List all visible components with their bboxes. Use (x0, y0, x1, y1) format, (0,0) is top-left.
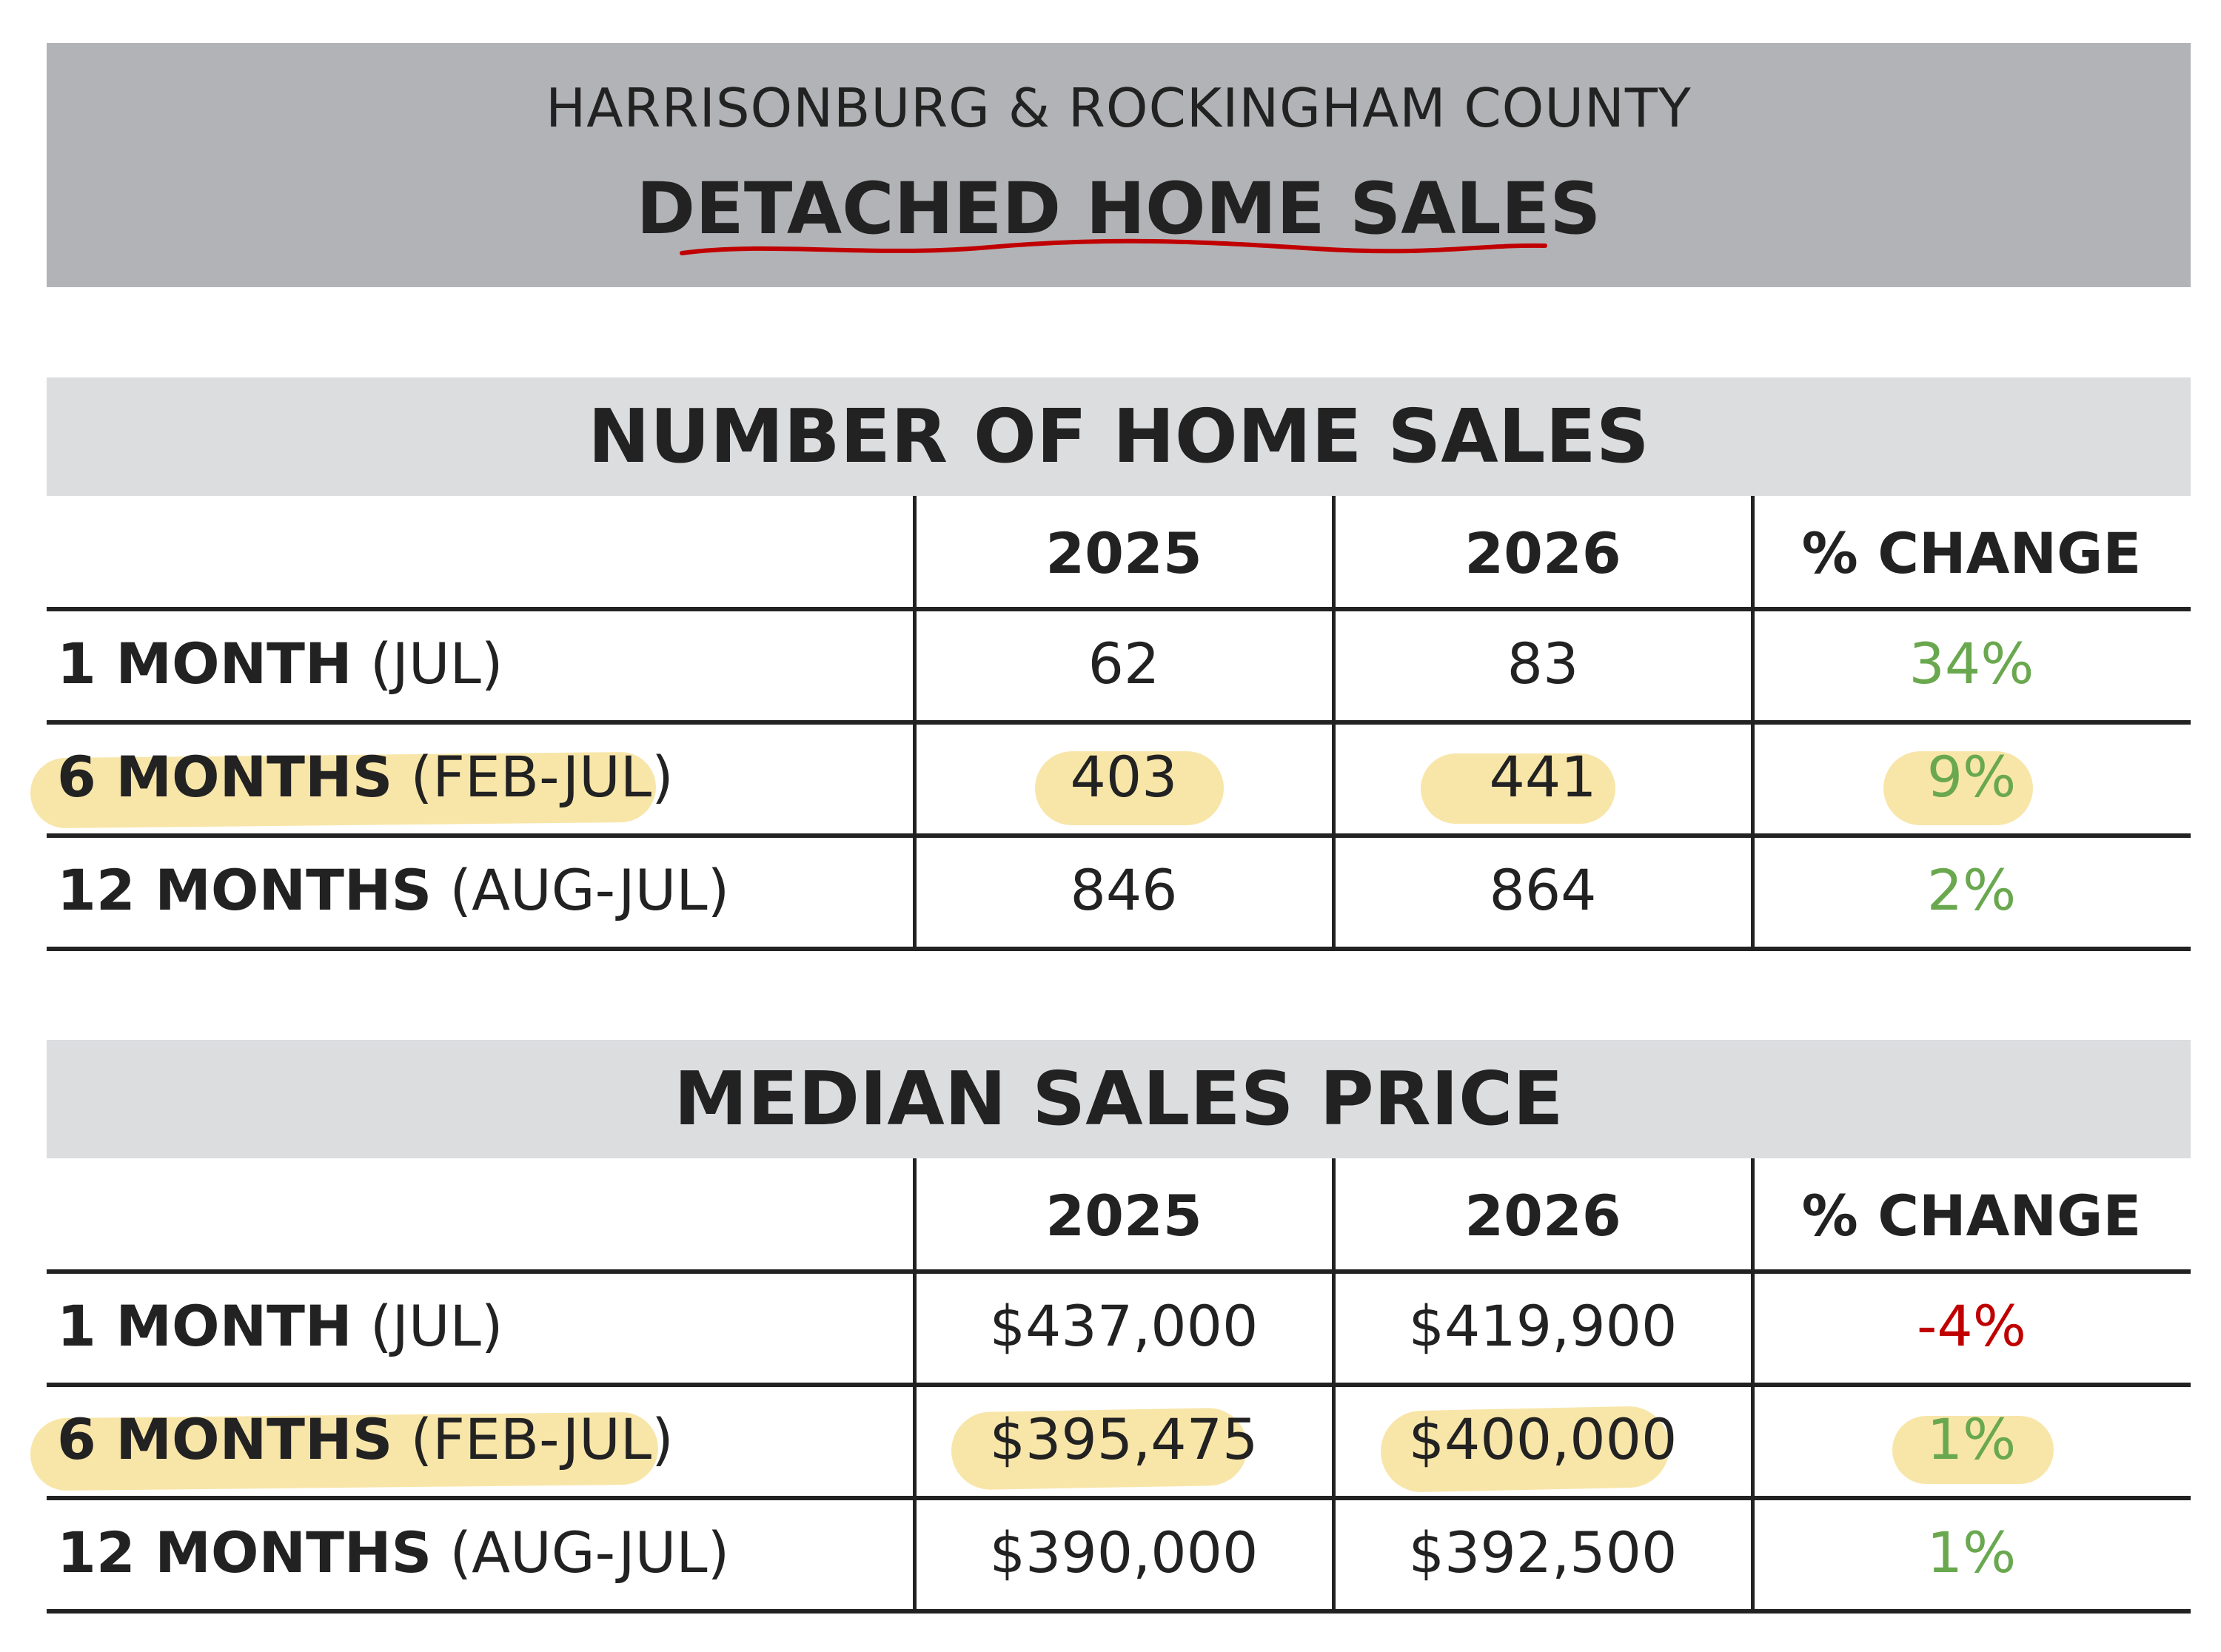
row-label: 12 MONTHS (AUG-JUL) (47, 1496, 914, 1609)
value-2025: 62 (914, 607, 1333, 720)
period-label: 1 MONTH (57, 1293, 352, 1359)
row-divider (47, 607, 2191, 611)
value-2026: $419,900 (1333, 1269, 1752, 1383)
value-2026: $392,500 (1333, 1496, 1752, 1609)
value-2025: 846 (914, 833, 1333, 947)
column-header-change: % CHANGE (1801, 1183, 2142, 1249)
value-2025: 403 (914, 720, 1333, 833)
percent-change: 1% (1752, 1383, 2191, 1496)
change-text: 2% (1926, 857, 2017, 923)
percent-change: 34% (1752, 607, 2191, 720)
change-text: 9% (1926, 744, 2017, 810)
table-title: NUMBER OF HOME SALES (47, 377, 2191, 496)
row-divider (47, 720, 2191, 725)
value-text: $395,475 (989, 1406, 1259, 1472)
column-divider (1332, 496, 1336, 949)
value-text: 441 (1489, 744, 1597, 810)
column-header-2025: 2025 (1045, 520, 1202, 586)
value-2026: 864 (1333, 833, 1752, 947)
row-label: 1 MONTH (JUL) (47, 1269, 914, 1383)
row-label: 6 MONTHS (FEB-JUL) (47, 720, 914, 833)
median-sales-price-table: MEDIAN SALES PRICE 2025 2026 % CHANGE 1 … (30, 1040, 2191, 1617)
percent-change: 9% (1752, 720, 2191, 833)
highlight-mark (1883, 751, 2033, 825)
red-underline (680, 238, 1547, 255)
period-label: 12 MONTHS (57, 857, 432, 923)
percent-change: -4% (1752, 1269, 2191, 1383)
range-label: (JUL) (369, 631, 503, 696)
change-text: 1% (1926, 1406, 2017, 1472)
value-text: 846 (1070, 857, 1178, 923)
value-text: $400,000 (1408, 1406, 1678, 1472)
value-2025: $437,000 (914, 1269, 1333, 1383)
period-label: 6 MONTHS (57, 744, 393, 810)
row-label: 1 MONTH (JUL) (47, 607, 914, 720)
value-text: 403 (1070, 744, 1178, 810)
header-title: DETACHED HOME SALES (636, 167, 1601, 250)
column-divider (913, 1158, 917, 1611)
range-label: (JUL) (369, 1293, 503, 1359)
column-divider (1332, 1158, 1336, 1611)
column-divider (913, 496, 917, 949)
value-2025: $395,475 (914, 1383, 1333, 1496)
number-of-home-sales-table: NUMBER OF HOME SALES 2025 2026 % CHANGE … (30, 377, 2191, 955)
report-header: HARRISONBURG & ROCKINGHAM COUNTY DETACHE… (47, 43, 2191, 287)
header-subtitle: HARRISONBURG & ROCKINGHAM COUNTY (546, 77, 1692, 139)
column-header-2026: 2026 (1464, 1183, 1621, 1249)
column-header-2025: 2025 (1045, 1183, 1202, 1249)
table-title: MEDIAN SALES PRICE (47, 1040, 2191, 1158)
value-text: $392,500 (1408, 1520, 1678, 1585)
change-text: 1% (1926, 1520, 2017, 1585)
row-label: 12 MONTHS (AUG-JUL) (47, 833, 914, 947)
value-2026: 83 (1333, 607, 1752, 720)
value-2025: $390,000 (914, 1496, 1333, 1609)
row-divider (47, 833, 2191, 838)
row-divider (47, 1383, 2191, 1387)
value-text: 62 (1088, 631, 1160, 696)
change-text: 34% (1909, 631, 2034, 696)
value-text: 83 (1507, 631, 1579, 696)
percent-change: 1% (1752, 1496, 2191, 1609)
value-2026: $400,000 (1333, 1383, 1752, 1496)
value-text: 864 (1489, 857, 1597, 923)
row-label: 6 MONTHS (FEB-JUL) (47, 1383, 914, 1496)
range-label: (FEB-JUL) (410, 1406, 674, 1472)
column-divider (1751, 496, 1755, 949)
row-divider (47, 1269, 2191, 1274)
row-divider (47, 1496, 2191, 1500)
value-text: $419,900 (1408, 1293, 1678, 1359)
row-divider (47, 1609, 2191, 1614)
range-label: (AUG-JUL) (449, 1520, 730, 1585)
column-divider (1751, 1158, 1755, 1611)
percent-change: 2% (1752, 833, 2191, 947)
range-label: (AUG-JUL) (449, 857, 730, 923)
row-divider (47, 947, 2191, 951)
period-label: 12 MONTHS (57, 1520, 432, 1585)
period-label: 6 MONTHS (57, 1406, 393, 1472)
highlight-mark (1892, 1416, 2054, 1484)
column-header-2026: 2026 (1464, 520, 1621, 586)
value-2026: 441 (1333, 720, 1752, 833)
period-label: 1 MONTH (57, 631, 352, 696)
value-text: $390,000 (989, 1520, 1259, 1585)
value-text: $437,000 (989, 1293, 1259, 1359)
highlight-mark (1421, 753, 1615, 824)
range-label: (FEB-JUL) (410, 744, 674, 810)
change-text: -4% (1917, 1293, 2026, 1359)
highlight-mark (1035, 751, 1224, 825)
column-header-change: % CHANGE (1801, 520, 2142, 586)
